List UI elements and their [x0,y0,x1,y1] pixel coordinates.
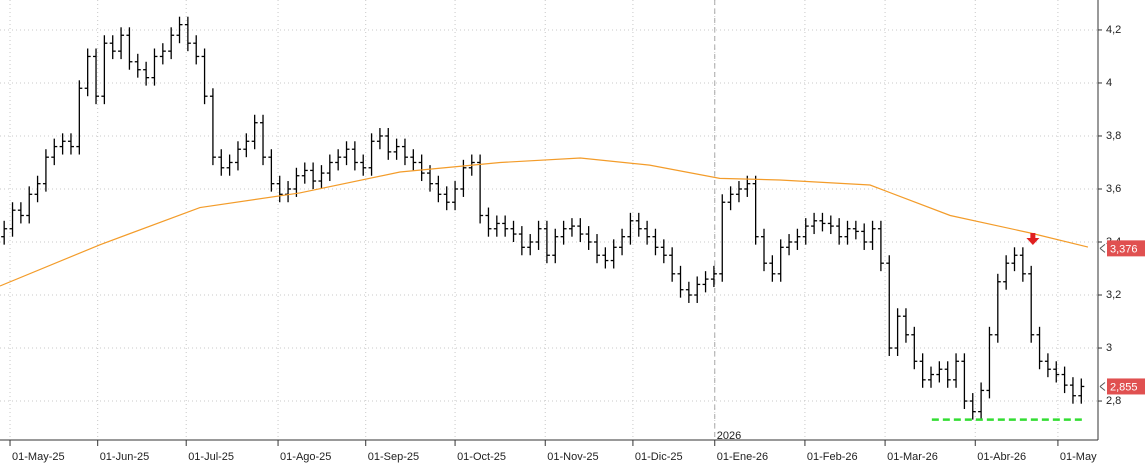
signal-arrow [1026,233,1040,245]
x-tick-label: 01-Jul-25 [188,451,234,463]
x-tick-label: 01-Mar-26 [887,451,938,463]
moving-average [0,157,1089,287]
price-pointer [1099,382,1106,391]
x-tick-label: 01-Jun-25 [100,451,150,463]
x-tick-label: 01-Feb-26 [807,451,858,463]
x-tick-label: 01-Nov-25 [547,451,598,463]
price-pointer [1099,243,1106,253]
y-tick-label: 4,2 [1106,24,1121,36]
x-tick-label: 01-Ene-26 [717,451,768,463]
x-tick-label: 01-Oct-25 [457,451,506,463]
price-label: 2,855 [1110,381,1138,393]
x-tick-label: 01-Sep-25 [368,451,419,463]
y-tick-label: 3,6 [1106,183,1121,195]
y-tick-label: 3,2 [1106,289,1121,301]
y-tick-label: 3 [1106,342,1112,354]
price-label-box [1107,240,1145,257]
x-tick-label: 01-May-25 [12,451,65,463]
x-tick-label: 01-May [1060,451,1097,463]
y-tick-label: 4 [1106,77,1112,89]
x-tick-label: 01-Abr-26 [977,451,1026,463]
year-label: 2026 [717,430,741,442]
price-label: 3,376 [1110,243,1138,255]
y-tick-label: 3,8 [1106,130,1121,142]
x-tick-label: 01-Dic-25 [635,451,683,463]
y-tick-label: 2,8 [1106,395,1121,407]
price-label-box [1107,378,1145,395]
x-tick-label: 01-Ago-25 [280,451,331,463]
